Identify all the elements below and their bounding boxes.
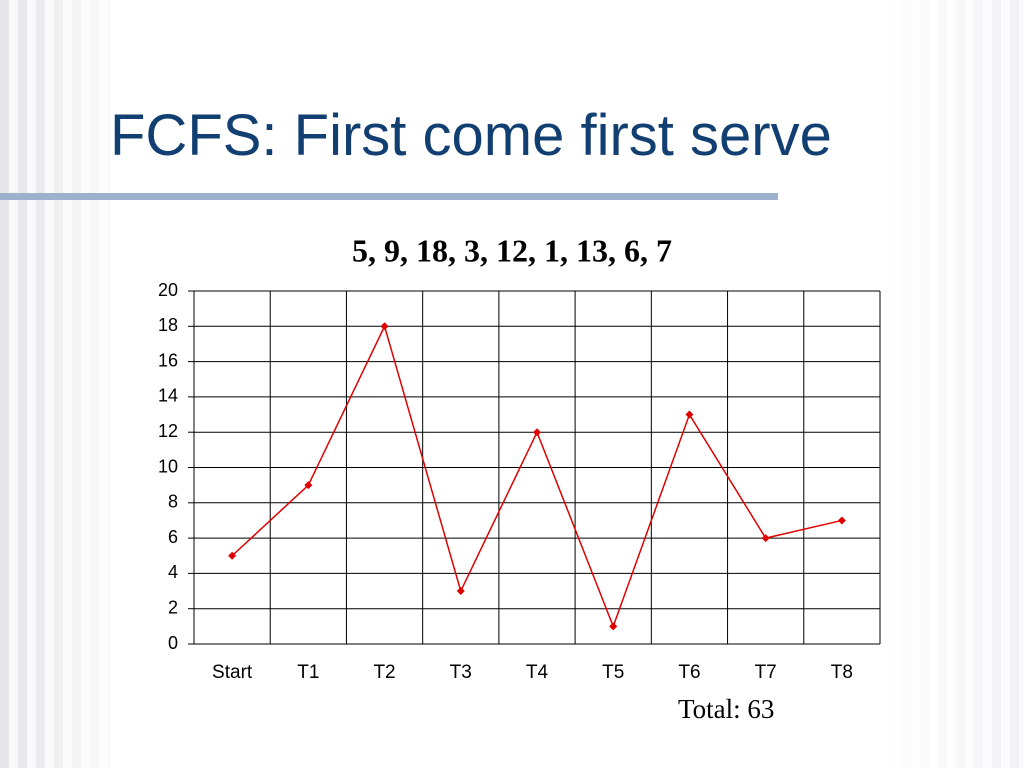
x-tick-label: T2 xyxy=(373,662,395,683)
x-tick-label: T1 xyxy=(297,662,319,683)
y-tick-label: 8 xyxy=(168,492,178,512)
data-point xyxy=(837,516,846,525)
x-tick-label: T7 xyxy=(755,662,777,683)
slide-title: FCFS: First come first serve xyxy=(110,103,832,168)
data-point xyxy=(533,428,541,437)
data-point xyxy=(380,322,389,331)
y-tick-label: 4 xyxy=(168,562,178,582)
x-tick-label: T8 xyxy=(831,662,853,683)
background-stripes xyxy=(884,0,1024,768)
background-stripes xyxy=(0,0,110,768)
x-tick-label: Start xyxy=(212,662,253,683)
data-point xyxy=(456,587,465,596)
y-tick-label: 14 xyxy=(158,386,178,406)
y-tick-label: 18 xyxy=(158,315,178,335)
x-tick-label: T6 xyxy=(678,662,700,683)
data-point xyxy=(228,551,237,560)
title-rule xyxy=(0,193,778,200)
x-tick-label: T4 xyxy=(526,662,549,683)
y-tick-label: 16 xyxy=(158,350,178,370)
x-tick-label: T5 xyxy=(602,662,624,683)
y-tick-label: 10 xyxy=(158,456,178,476)
data-point xyxy=(685,410,694,419)
annotation: Total: 63 xyxy=(678,694,774,724)
data-point xyxy=(761,534,770,543)
data-line xyxy=(231,324,843,629)
chart-title: 5, 9, 18, 3, 12, 1, 13, 6, 7 xyxy=(352,232,672,268)
y-tick-label: 6 xyxy=(168,527,178,547)
y-tick-label: 0 xyxy=(168,633,178,653)
y-tick-label: 20 xyxy=(158,280,178,300)
y-tick-label: 12 xyxy=(158,421,178,441)
y-tick-label: 2 xyxy=(168,597,178,617)
data-point xyxy=(304,481,313,490)
x-tick-label: T3 xyxy=(450,662,472,683)
data-point xyxy=(609,622,618,631)
